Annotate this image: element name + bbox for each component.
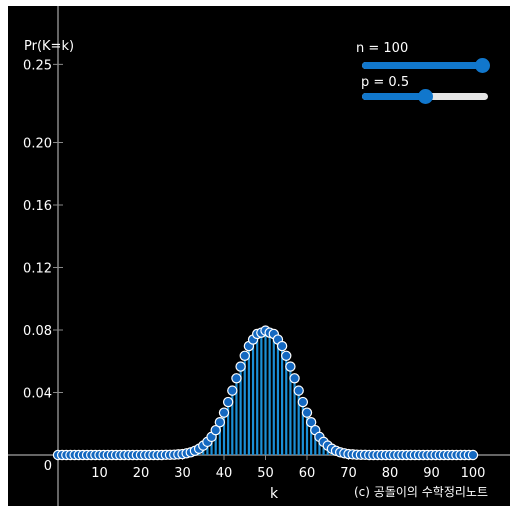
data-point	[239, 350, 250, 361]
n-slider-handle[interactable]	[475, 58, 490, 73]
watermark: (c) 공돌이의 수학정리노트	[354, 485, 488, 499]
data-point	[289, 373, 300, 384]
x-tick-label: 10	[91, 466, 108, 481]
data-point	[214, 416, 226, 428]
y-tick-label: 0.20	[23, 137, 52, 152]
data-point	[305, 416, 317, 428]
y-axis-label: Pr(K=k)	[24, 39, 74, 54]
data-point	[281, 350, 292, 361]
data-point	[467, 449, 479, 461]
data-point	[276, 340, 288, 352]
y-tick-label: 0.12	[23, 262, 52, 277]
data-point	[301, 407, 313, 418]
p-slider-handle[interactable]	[418, 89, 433, 104]
data-point	[222, 396, 234, 408]
data-point	[297, 396, 309, 408]
x-tick-label: 30	[174, 466, 191, 481]
x-tick-label: 90	[423, 466, 440, 481]
origin-label: 0	[44, 459, 52, 474]
axis-labels: Pr(K=k) k 0	[24, 39, 279, 502]
n-slider-fill	[362, 62, 482, 69]
y-tick-label: 0.08	[23, 324, 52, 339]
x-tick-label: 60	[299, 466, 316, 481]
data-point	[210, 424, 221, 436]
y-tick-label: 0.04	[23, 387, 52, 402]
n-slider[interactable]	[362, 58, 490, 73]
y-tick-label: 0.16	[23, 199, 52, 214]
n-slider-label: n = 100	[356, 41, 409, 56]
data-point	[227, 385, 238, 396]
data-point	[285, 361, 296, 372]
axes: 10 20 30 40 50 60 70 80 90 100 0.04 0.08 0.12 0.16 0.2…	[8, 6, 510, 506]
data-marks	[52, 325, 479, 461]
data-point	[293, 385, 304, 396]
stem-plot: 10 20 30 40 50 60 70 80 90 100 0.04 0.08 0.12 0.16 0.2…	[8, 6, 510, 506]
p-slider[interactable]	[362, 89, 488, 104]
data-point	[231, 373, 242, 384]
x-tick-label: 20	[133, 466, 150, 481]
x-tick-label: 80	[382, 466, 399, 481]
data-point	[218, 407, 230, 418]
y-tick-label: 0.25	[23, 58, 52, 73]
plot-frame: 10 20 30 40 50 60 70 80 90 100 0.04 0.08 0.12 0.16 0.2…	[8, 6, 510, 506]
x-tick-label: 50	[257, 466, 274, 481]
x-tick-label: 100	[461, 466, 486, 481]
data-point	[235, 361, 246, 372]
x-tick-label: 40	[216, 466, 233, 481]
x-axis-label: k	[270, 486, 279, 502]
x-tick-label: 70	[340, 466, 357, 481]
p-slider-fill	[362, 93, 425, 100]
p-slider-label: p = 0.5	[361, 75, 410, 90]
